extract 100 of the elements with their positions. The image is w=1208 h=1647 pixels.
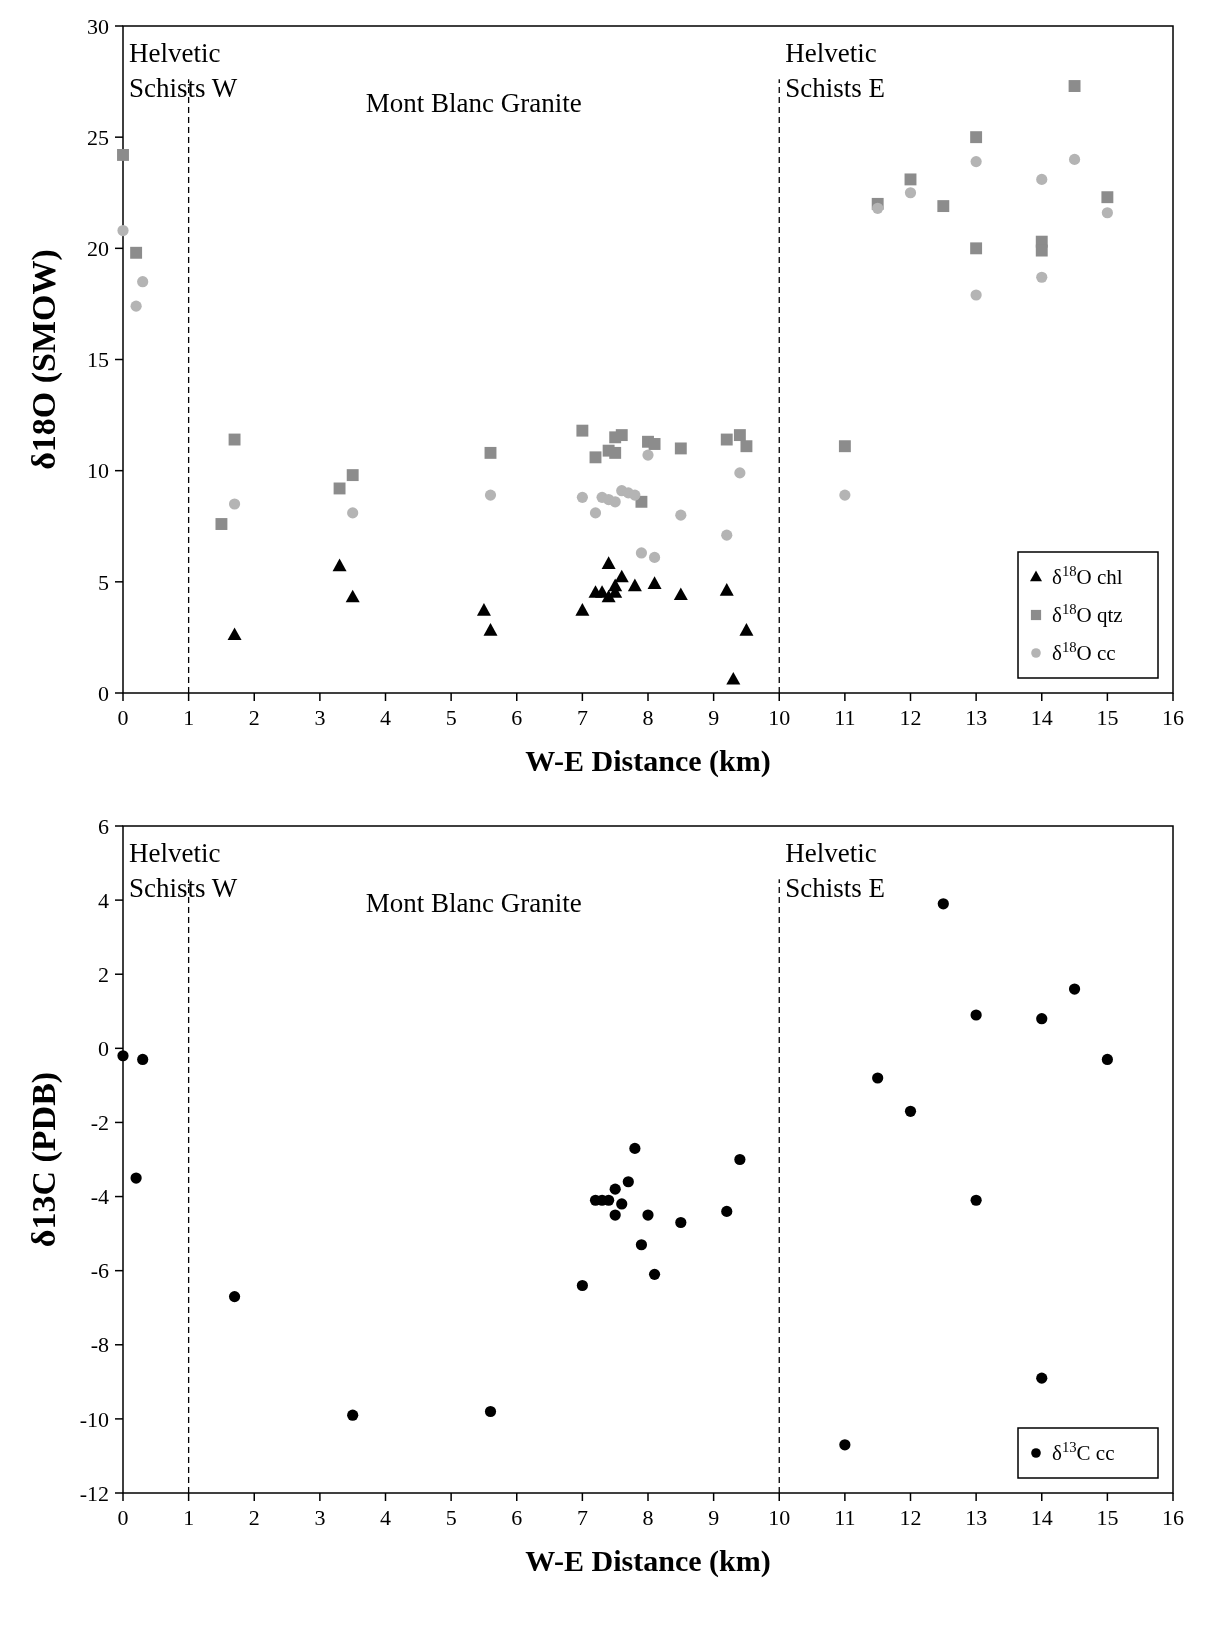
annotation: Helvetic Schists W xyxy=(129,38,238,104)
x-tick-label: 10 xyxy=(768,705,791,730)
x-tick-label: 12 xyxy=(899,705,922,730)
y-tick-label: 10 xyxy=(87,458,109,484)
point xyxy=(648,438,661,450)
x-axis-title: W-E Distance (km) xyxy=(525,1544,771,1578)
point xyxy=(576,424,589,437)
point xyxy=(589,507,602,519)
x-axis-title: W-E Distance (km) xyxy=(525,744,771,778)
legend-label: δ$^{18}$O cc xyxy=(1052,639,1116,666)
point xyxy=(970,131,983,144)
point xyxy=(629,1142,641,1154)
x-tick-label: 3 xyxy=(314,1505,326,1530)
x-tick-label: 11 xyxy=(834,705,856,730)
point xyxy=(648,551,661,563)
point xyxy=(484,489,497,501)
annotation: Helvetic Schists E xyxy=(785,838,886,904)
x-tick-label: 16 xyxy=(1162,1505,1184,1530)
point xyxy=(476,603,491,616)
point xyxy=(622,1176,634,1188)
point xyxy=(614,569,629,583)
x-tick-label: 2 xyxy=(248,705,260,730)
point xyxy=(117,224,129,237)
y-tick-label: 20 xyxy=(87,236,109,262)
y-tick-label: 6 xyxy=(98,813,109,839)
point xyxy=(1036,1013,1048,1025)
point xyxy=(601,556,616,569)
legend-label: δ$^{18}$O chl xyxy=(1052,563,1123,590)
legend-label: δ$^{13}$C cc xyxy=(1052,1439,1115,1466)
point xyxy=(1068,153,1081,165)
point xyxy=(726,671,741,685)
x-tick-label: 0 xyxy=(117,705,129,730)
point xyxy=(228,1291,241,1303)
y-tick-label: -10 xyxy=(79,1406,109,1432)
y-tick-label: 4 xyxy=(98,887,109,913)
point xyxy=(215,518,228,530)
point xyxy=(872,1072,884,1084)
point xyxy=(904,187,917,199)
point xyxy=(615,429,628,442)
annotation: Mont Blanc Granite xyxy=(365,888,582,919)
point xyxy=(1101,191,1114,204)
point xyxy=(740,440,753,453)
point xyxy=(970,242,983,255)
x-tick-label: 14 xyxy=(1030,1505,1053,1530)
point xyxy=(721,529,733,541)
point xyxy=(675,1216,687,1229)
annotation: Helvetic Schists E xyxy=(785,38,886,104)
x-tick-label: 0 xyxy=(117,1505,129,1530)
annotation: Mont Blanc Granite xyxy=(365,88,582,119)
x-tick-label: 6 xyxy=(511,705,523,730)
x-tick-label: 8 xyxy=(642,705,654,730)
point xyxy=(648,1268,661,1280)
x-tick-label: 4 xyxy=(380,705,391,730)
x-tick-label: 8 xyxy=(642,1505,654,1530)
point xyxy=(733,429,746,442)
point xyxy=(937,200,950,213)
point xyxy=(1035,244,1048,257)
x-tick-label: 12 xyxy=(899,1505,922,1530)
point xyxy=(346,469,359,482)
point xyxy=(227,627,242,641)
point xyxy=(608,578,623,592)
y-tick-label: 15 xyxy=(87,347,109,373)
point xyxy=(642,1209,654,1221)
point xyxy=(117,1050,129,1062)
point xyxy=(575,603,590,616)
x-tick-label: 5 xyxy=(445,1505,457,1530)
point xyxy=(228,433,241,446)
point xyxy=(904,1105,917,1117)
point xyxy=(635,1239,648,1251)
y-tick-label: -2 xyxy=(90,1110,109,1136)
point xyxy=(970,156,982,168)
y-tick-label: -12 xyxy=(79,1480,109,1506)
point xyxy=(589,451,602,464)
y-axis-title: δ13C (PDB) xyxy=(25,1071,63,1248)
point xyxy=(1068,983,1081,995)
point xyxy=(629,489,641,501)
point xyxy=(839,1439,851,1451)
point xyxy=(483,623,498,636)
point xyxy=(609,496,621,508)
x-tick-label: 5 xyxy=(445,705,457,730)
point xyxy=(872,202,884,214)
point xyxy=(137,1053,149,1066)
point xyxy=(484,1405,497,1418)
x-tick-label: 9 xyxy=(708,1505,720,1530)
point xyxy=(734,1153,746,1166)
x-tick-label: 3 xyxy=(314,705,326,730)
point xyxy=(635,547,648,559)
point xyxy=(721,1205,733,1217)
x-tick-label: 7 xyxy=(576,705,588,730)
y-tick-label: 0 xyxy=(98,680,109,706)
point xyxy=(576,491,588,503)
x-tick-label: 16 xyxy=(1162,705,1184,730)
x-tick-label: 4 xyxy=(380,1505,391,1530)
point xyxy=(1036,173,1048,186)
point xyxy=(970,289,982,301)
point xyxy=(347,507,359,519)
point xyxy=(347,1409,359,1421)
point xyxy=(130,246,143,259)
annotation: Helvetic Schists W xyxy=(129,838,238,904)
x-tick-label: 13 xyxy=(965,705,988,730)
